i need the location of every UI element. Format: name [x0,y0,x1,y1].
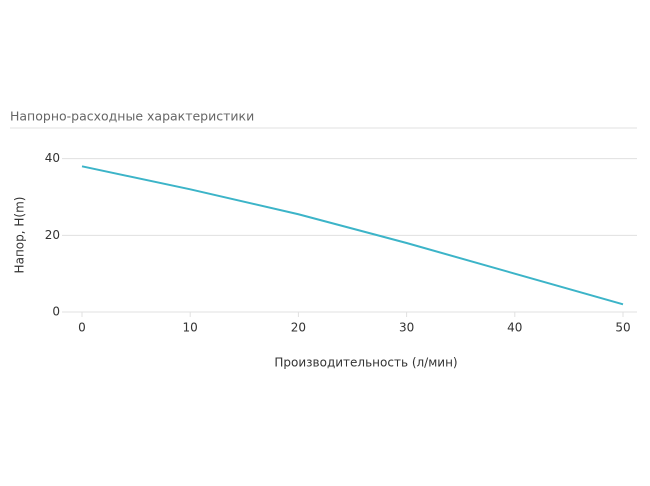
y-axis-label: Напор, H(m) [13,197,27,274]
x-tick-label: 0 [78,321,86,335]
x-tick-label: 50 [615,321,630,335]
x-tick-label: 40 [507,321,522,335]
y-tick-label: 20 [45,228,60,242]
x-axis-label: Производительность (л/мин) [274,356,457,370]
x-tick-label: 30 [399,321,414,335]
y-tick-label: 40 [45,151,60,165]
y-tick-label: 0 [52,305,60,319]
chart-title: Напорно-расходные характеристики [10,109,254,124]
data-line [81,165,624,306]
x-tick-label: 20 [291,321,306,335]
x-tick-label: 10 [183,321,198,335]
